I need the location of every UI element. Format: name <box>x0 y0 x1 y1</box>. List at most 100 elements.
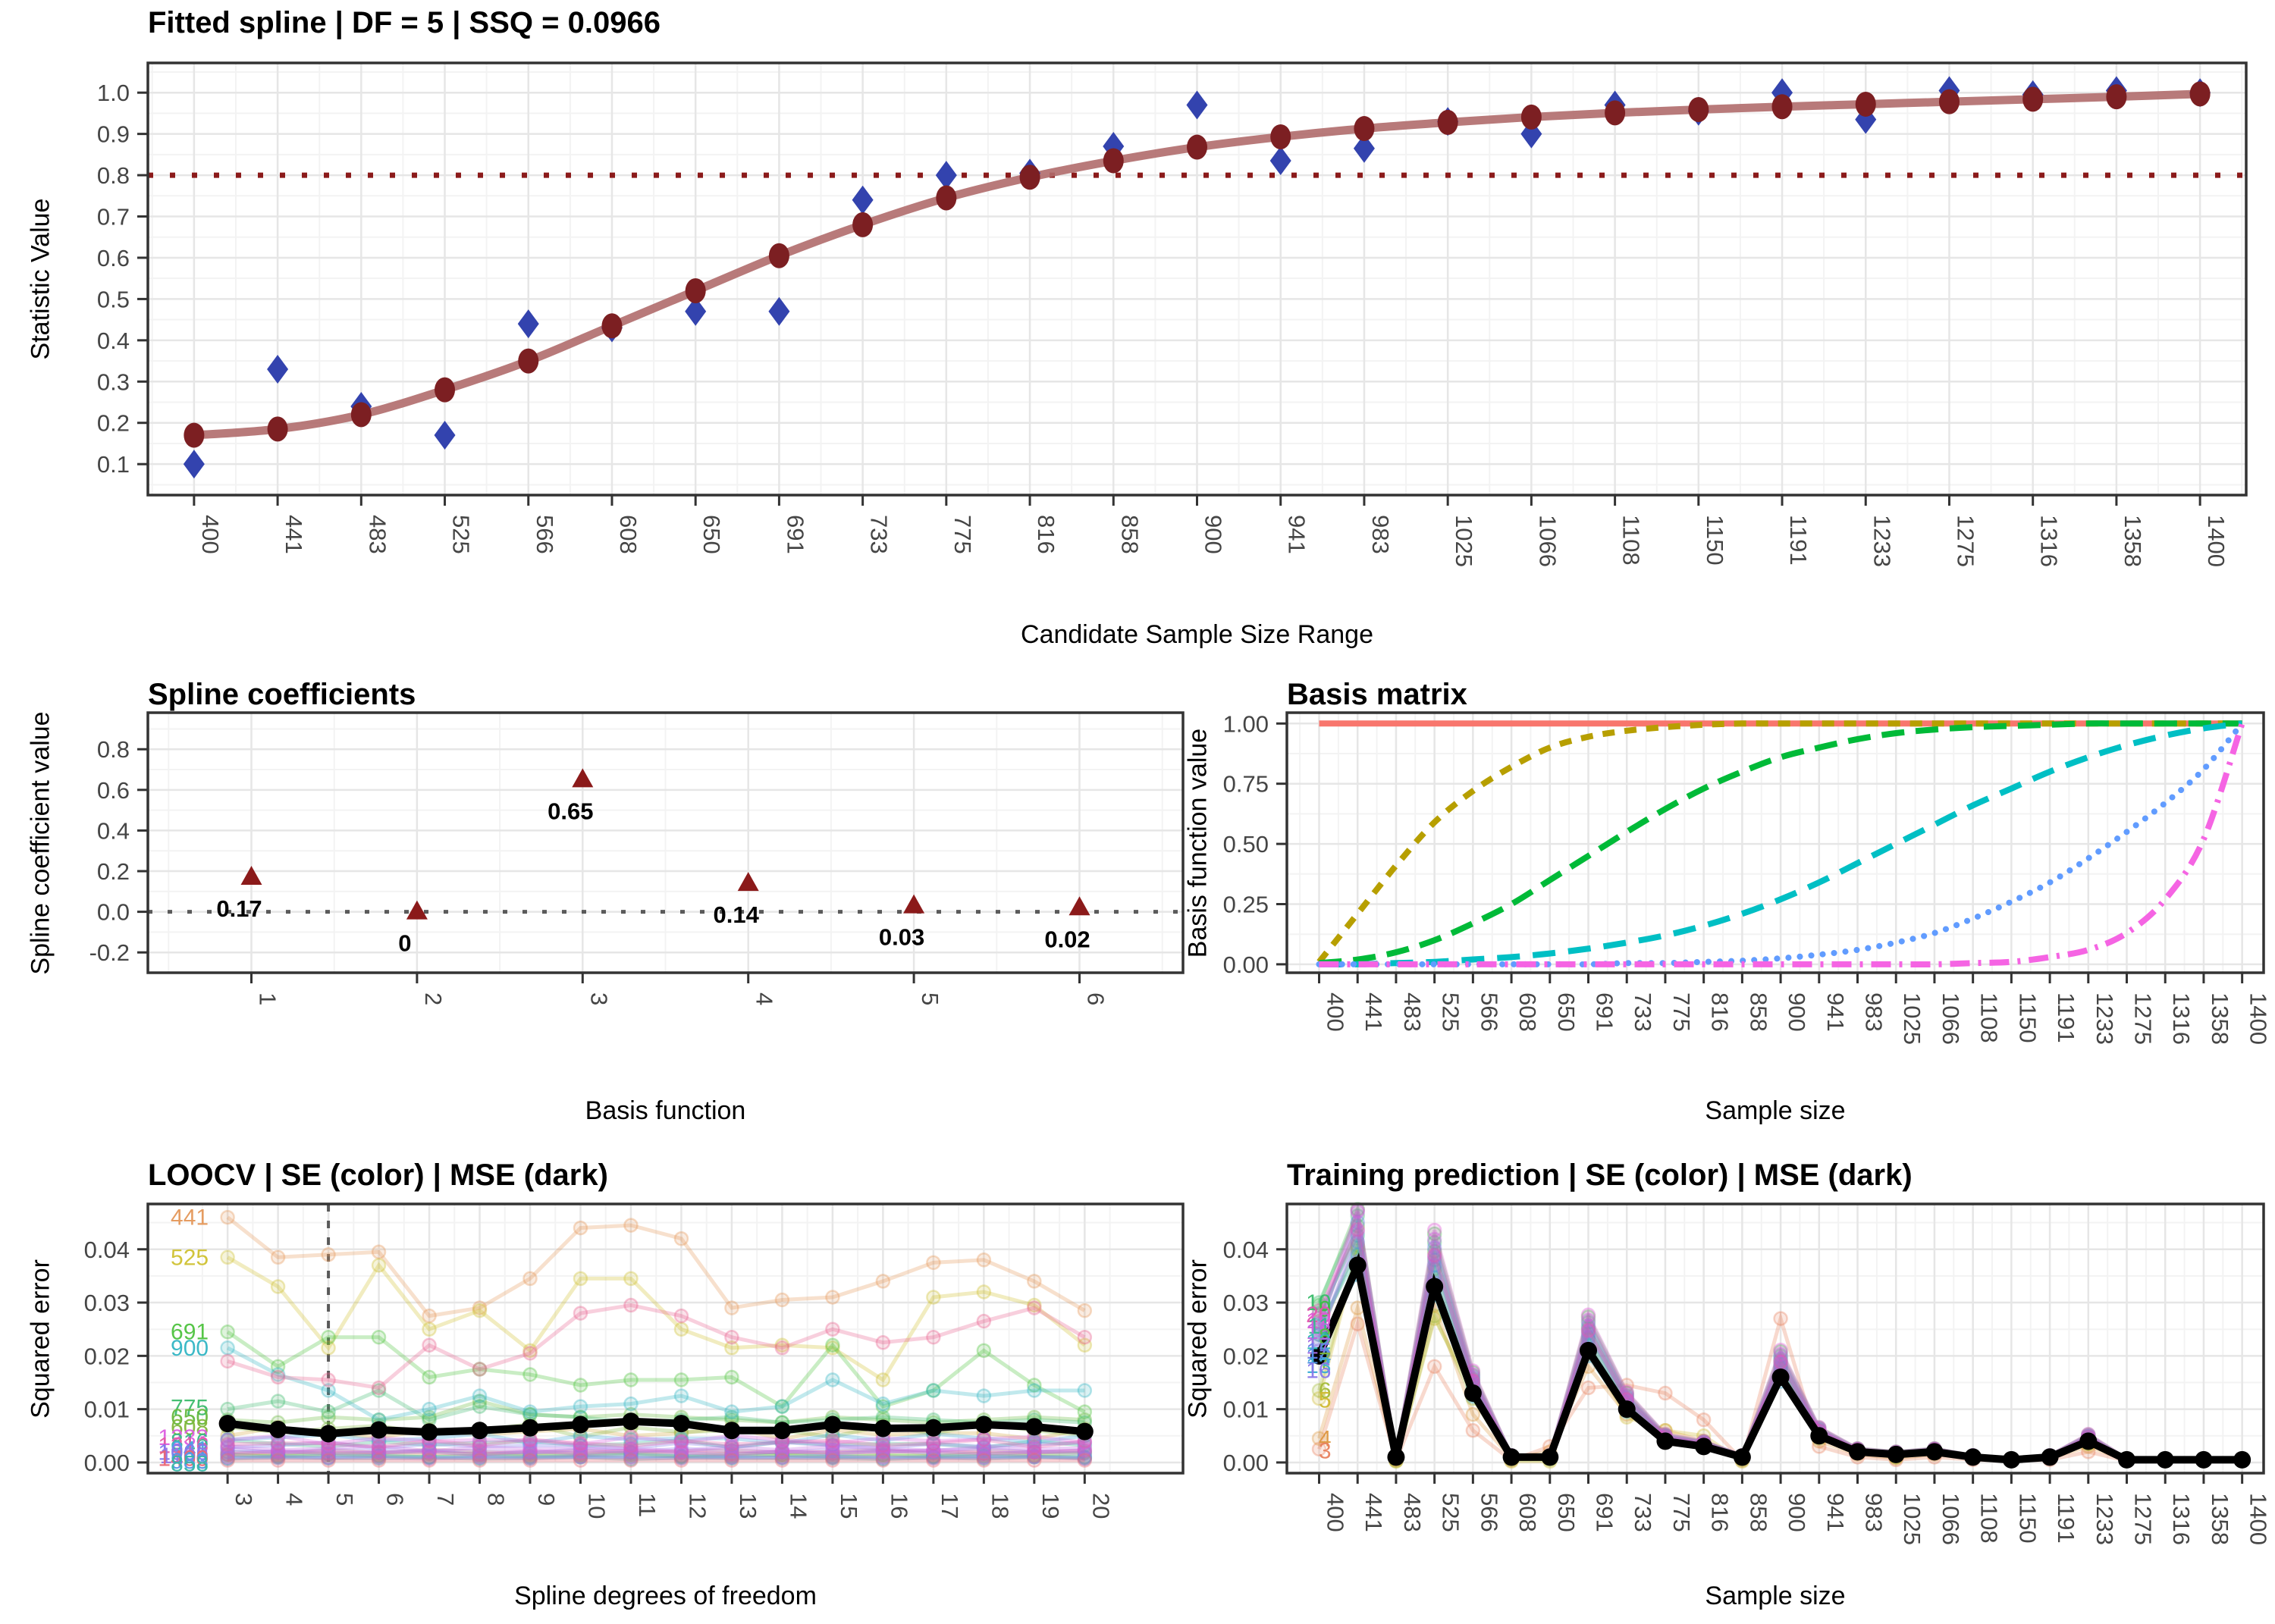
svg-text:1191: 1191 <box>2053 1493 2079 1544</box>
svg-text:0.02: 0.02 <box>84 1343 130 1369</box>
svg-text:816: 816 <box>1707 992 1734 1032</box>
svg-text:6: 6 <box>1319 1378 1332 1403</box>
svg-text:0.6: 0.6 <box>97 245 130 271</box>
svg-text:941: 941 <box>1822 992 1849 1032</box>
svg-text:816: 816 <box>171 1430 209 1455</box>
svg-text:441: 441 <box>171 1205 209 1231</box>
svg-text:1108: 1108 <box>1976 992 2003 1043</box>
svg-text:525: 525 <box>1438 992 1464 1032</box>
svg-text:0.03: 0.03 <box>879 924 924 951</box>
svg-text:10: 10 <box>583 1493 610 1519</box>
svg-text:5: 5 <box>917 992 943 1005</box>
svg-text:1358: 1358 <box>2120 515 2146 567</box>
svg-text:1066: 1066 <box>1534 515 1561 567</box>
svg-text:0.65: 0.65 <box>548 798 593 824</box>
panel-title-fitted-spline: Fitted spline | DF = 5 | SSQ = 0.0966 <box>148 6 661 39</box>
svg-text:733: 733 <box>1630 992 1656 1032</box>
svg-text:1316: 1316 <box>2168 1493 2195 1545</box>
svg-text:1233: 1233 <box>1869 515 1895 567</box>
svg-text:14: 14 <box>785 1493 811 1519</box>
svg-text:858: 858 <box>1745 1493 1771 1532</box>
svg-text:816: 816 <box>1707 1493 1734 1532</box>
svg-text:0.01: 0.01 <box>1223 1397 1269 1423</box>
svg-text:4: 4 <box>752 992 778 1005</box>
svg-text:8: 8 <box>483 1493 510 1506</box>
svg-text:0.01: 0.01 <box>84 1397 130 1423</box>
svg-text:1233: 1233 <box>2091 1493 2118 1545</box>
svg-text:608: 608 <box>171 1416 209 1441</box>
svg-text:1275: 1275 <box>1952 515 1978 567</box>
svg-text:858: 858 <box>1116 515 1143 554</box>
svg-text:400: 400 <box>1323 992 1349 1032</box>
svg-text:0.0: 0.0 <box>97 899 130 926</box>
svg-text:775: 775 <box>1668 992 1695 1032</box>
svg-text:0: 0 <box>398 930 411 957</box>
svg-text:0.00: 0.00 <box>1223 1450 1269 1476</box>
svg-text:566: 566 <box>1476 1493 1502 1532</box>
svg-text:483: 483 <box>364 515 391 554</box>
plot-area-basis: 400 441 483 525 566 608 650 691 733 775 816 858 900 9… <box>1223 710 2272 1045</box>
svg-text:0.03: 0.03 <box>1223 1290 1269 1316</box>
svg-text:18: 18 <box>1306 1319 1331 1344</box>
svg-text:14: 14 <box>1306 1343 1331 1368</box>
svg-text:400: 400 <box>197 515 224 554</box>
svg-text:1: 1 <box>255 992 281 1005</box>
svg-text:900: 900 <box>1200 515 1227 554</box>
svg-text:1316: 1316 <box>158 1433 209 1458</box>
svg-text:1150: 1150 <box>2014 1493 2041 1544</box>
svg-text:441: 441 <box>281 515 307 554</box>
svg-text:19: 19 <box>1037 1493 1064 1519</box>
svg-text:2: 2 <box>420 992 447 1005</box>
x-axis-title-loocv: Spline degrees of freedom <box>514 1582 817 1610</box>
x-axis-title-fitted: Candidate Sample Size Range <box>1021 620 1373 649</box>
svg-text:941: 941 <box>1284 515 1310 554</box>
svg-text:608: 608 <box>1514 992 1541 1032</box>
svg-text:0.5: 0.5 <box>97 286 130 312</box>
x-axis-title-basis: Sample size <box>1705 1096 1846 1125</box>
svg-text:0.03: 0.03 <box>84 1290 130 1316</box>
svg-text:1233: 1233 <box>2091 992 2118 1045</box>
svg-text:900: 900 <box>171 1336 209 1361</box>
svg-text:0.6: 0.6 <box>97 777 130 804</box>
svg-text:10: 10 <box>1306 1290 1331 1315</box>
plot-area-loocv: 4415256919007756506081233816131694110661… <box>84 1202 1185 1519</box>
svg-text:1275: 1275 <box>2130 1493 2157 1545</box>
svg-text:1108: 1108 <box>1976 1493 2003 1544</box>
svg-text:1358: 1358 <box>2207 992 2233 1045</box>
svg-text:5: 5 <box>1319 1388 1332 1413</box>
svg-text:441: 441 <box>1360 992 1387 1032</box>
svg-text:441: 441 <box>1360 1493 1387 1532</box>
plot-area-fitted: 400 441 483 525 566 608 650 691 733 775 816 858 900 9… <box>97 61 2248 567</box>
svg-text:17: 17 <box>937 1493 963 1519</box>
svg-text:733: 733 <box>1630 1493 1656 1532</box>
svg-text:-0.2: -0.2 <box>89 939 130 966</box>
svg-text:525: 525 <box>171 1245 209 1270</box>
svg-text:983: 983 <box>1861 1493 1887 1532</box>
y-axis-title-training: Squared error <box>1183 1259 1213 1419</box>
panel-title-spline-coefficients: Spline coefficients <box>148 678 416 711</box>
svg-text:5: 5 <box>331 1493 358 1506</box>
x-axis-title-coefficients: Basis function <box>585 1096 746 1125</box>
svg-text:775: 775 <box>1668 1493 1695 1532</box>
svg-text:900: 900 <box>1784 1493 1810 1532</box>
svg-text:9: 9 <box>533 1493 560 1506</box>
svg-text:1400: 1400 <box>2245 992 2272 1045</box>
svg-text:733: 733 <box>866 515 893 554</box>
svg-text:6: 6 <box>1083 992 1109 1005</box>
svg-text:691: 691 <box>1592 1493 1618 1532</box>
svg-text:1316: 1316 <box>2036 515 2063 567</box>
svg-text:7: 7 <box>432 1493 459 1506</box>
svg-text:0.1: 0.1 <box>97 451 130 478</box>
panel-title-training-prediction: Training prediction | SE (color) | MSE (… <box>1287 1158 1913 1192</box>
svg-text:0.14: 0.14 <box>714 901 760 928</box>
x-axis-title-training: Sample size <box>1705 1582 1846 1610</box>
y-axis-title-loocv: Squared error <box>26 1259 55 1419</box>
svg-text:9: 9 <box>1319 1296 1332 1321</box>
svg-text:3: 3 <box>585 992 612 1005</box>
svg-text:15: 15 <box>836 1493 862 1519</box>
svg-text:0.25: 0.25 <box>1223 891 1269 917</box>
svg-text:1108: 1108 <box>1618 515 1645 566</box>
svg-text:11: 11 <box>634 1493 661 1517</box>
svg-text:3: 3 <box>1319 1438 1332 1463</box>
